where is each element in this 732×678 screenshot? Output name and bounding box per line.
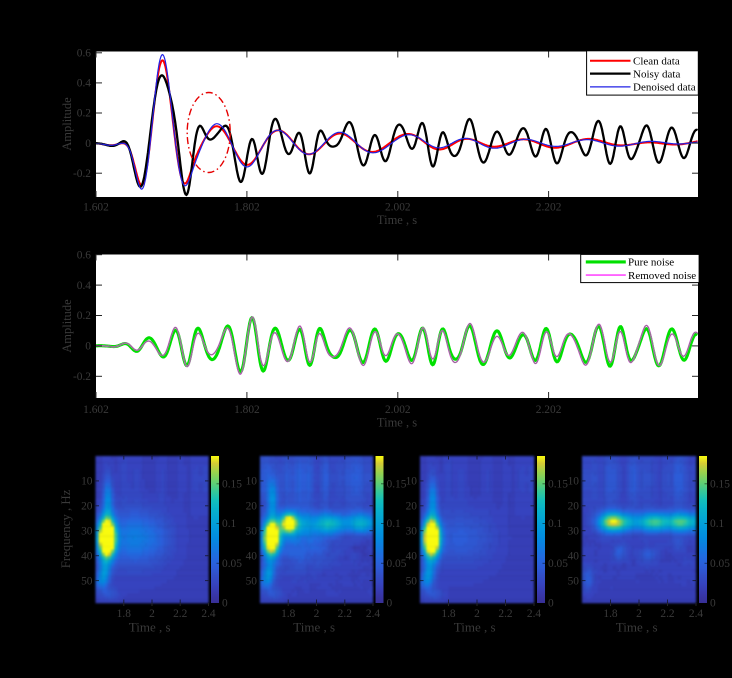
svg-text:0.05: 0.05 (222, 558, 242, 570)
svg-text:-0.2: -0.2 (73, 168, 91, 180)
svg-text:0.05: 0.05 (548, 558, 568, 570)
svg-text:Time , s: Time , s (454, 620, 496, 635)
svg-text:Time , s: Time , s (129, 620, 171, 635)
svg-text:0.15: 0.15 (387, 479, 407, 491)
svg-text:50: 50 (81, 575, 93, 587)
svg-text:10: 10 (246, 476, 258, 488)
svg-text:Time , s: Time , s (377, 416, 417, 430)
svg-text:30: 30 (81, 525, 93, 537)
svg-text:0.1: 0.1 (548, 518, 563, 530)
svg-text:1.8: 1.8 (603, 608, 618, 620)
svg-text:0.15: 0.15 (710, 479, 730, 491)
svg-text:0.2: 0.2 (77, 108, 92, 120)
svg-text:2.4: 2.4 (201, 608, 216, 620)
svg-text:0.4: 0.4 (77, 280, 92, 292)
svg-text:40: 40 (406, 550, 418, 562)
svg-text:1.8: 1.8 (441, 608, 456, 620)
svg-text:0: 0 (548, 598, 554, 610)
svg-text:Time , s: Time , s (377, 213, 417, 227)
svg-text:Frequency , Hz: Frequency , Hz (59, 489, 73, 568)
svg-text:50: 50 (246, 575, 258, 587)
svg-text:10: 10 (568, 476, 580, 488)
svg-text:1.602: 1.602 (83, 202, 109, 214)
svg-text:Pure noise: Pure noise (628, 257, 674, 269)
svg-text:0.1: 0.1 (710, 518, 725, 530)
svg-text:40: 40 (568, 550, 580, 562)
svg-text:-0.2: -0.2 (73, 371, 91, 383)
svg-text:2: 2 (636, 608, 642, 620)
svg-text:2.2: 2.2 (338, 608, 353, 620)
svg-text:Time , s: Time , s (616, 620, 658, 635)
svg-text:0.15: 0.15 (548, 479, 568, 491)
svg-text:20: 20 (406, 501, 418, 513)
svg-text:30: 30 (406, 525, 418, 537)
svg-text:Noisy data: Noisy data (633, 68, 680, 80)
svg-text:10: 10 (406, 476, 418, 488)
svg-text:2.2: 2.2 (498, 608, 513, 620)
svg-text:2.4: 2.4 (689, 608, 704, 620)
svg-text:Denoised data: Denoised data (633, 82, 696, 94)
svg-text:10: 10 (81, 476, 93, 488)
svg-text:Time , s: Time , s (293, 620, 335, 635)
svg-text:0.6: 0.6 (77, 249, 92, 261)
svg-text:50: 50 (568, 575, 580, 587)
svg-text:0: 0 (85, 341, 91, 353)
svg-text:2: 2 (474, 608, 480, 620)
svg-text:1.8: 1.8 (117, 608, 132, 620)
svg-text:1.8: 1.8 (281, 608, 296, 620)
svg-text:2.002: 2.002 (385, 404, 411, 416)
svg-text:2.002: 2.002 (385, 202, 411, 214)
svg-text:0: 0 (85, 138, 91, 150)
svg-text:0.1: 0.1 (222, 518, 237, 530)
svg-text:2.2: 2.2 (173, 608, 188, 620)
svg-text:20: 20 (246, 501, 258, 513)
svg-text:0.6: 0.6 (77, 48, 92, 60)
svg-text:0.4: 0.4 (77, 78, 92, 90)
svg-text:2.2: 2.2 (660, 608, 675, 620)
svg-text:1.602: 1.602 (83, 404, 109, 416)
svg-text:Amplitude: Amplitude (60, 97, 74, 151)
svg-text:0.05: 0.05 (387, 558, 407, 570)
svg-text:0.15: 0.15 (222, 479, 242, 491)
svg-text:0: 0 (710, 598, 716, 610)
svg-text:2.4: 2.4 (366, 608, 381, 620)
svg-text:0.2: 0.2 (77, 310, 92, 322)
svg-text:0.05: 0.05 (710, 558, 730, 570)
svg-text:30: 30 (246, 525, 258, 537)
svg-text:2: 2 (314, 608, 320, 620)
svg-text:1.802: 1.802 (234, 202, 260, 214)
svg-text:0: 0 (222, 598, 228, 610)
svg-text:2: 2 (149, 608, 155, 620)
svg-text:0.1: 0.1 (387, 518, 402, 530)
svg-text:20: 20 (81, 501, 93, 513)
svg-text:0: 0 (387, 598, 393, 610)
svg-text:40: 40 (246, 550, 258, 562)
svg-text:30: 30 (568, 525, 580, 537)
svg-text:20: 20 (568, 501, 580, 513)
svg-text:2.4: 2.4 (527, 608, 542, 620)
svg-text:2.202: 2.202 (536, 404, 562, 416)
svg-text:Clean data: Clean data (633, 56, 680, 68)
svg-text:40: 40 (81, 550, 93, 562)
svg-text:2.202: 2.202 (536, 202, 562, 214)
svg-text:Amplitude: Amplitude (60, 299, 74, 353)
svg-text:50: 50 (406, 575, 418, 587)
svg-text:Removed noise: Removed noise (628, 270, 696, 282)
svg-text:1.802: 1.802 (234, 404, 260, 416)
